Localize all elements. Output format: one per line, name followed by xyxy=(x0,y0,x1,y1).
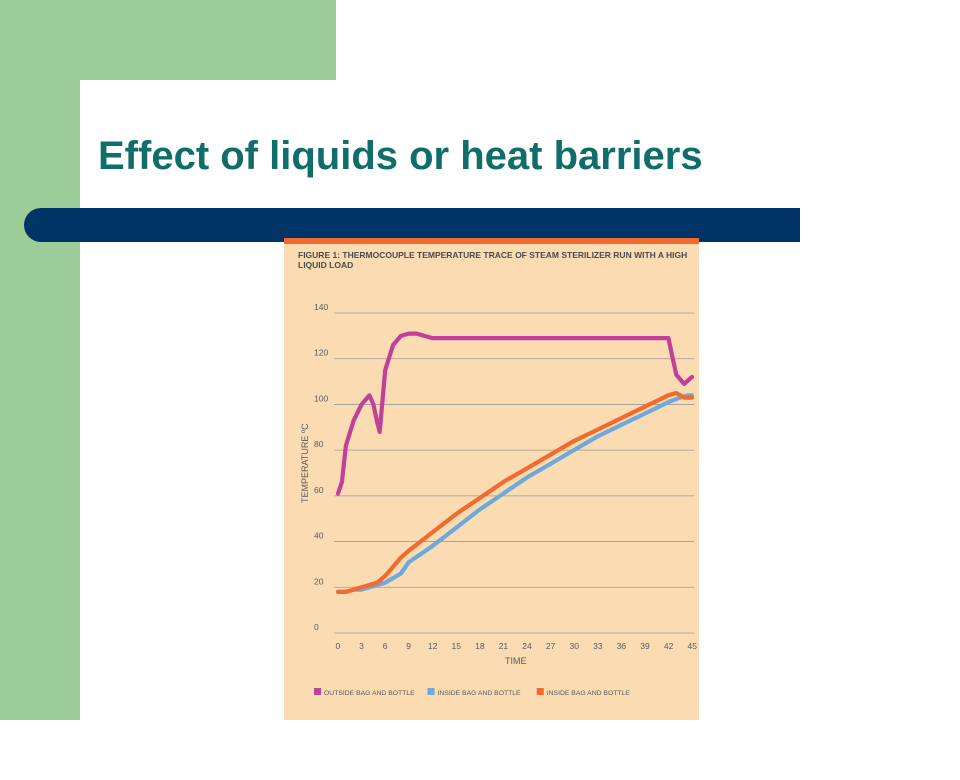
x-axis-label: TIME xyxy=(505,656,527,666)
legend-swatch-2 xyxy=(427,688,435,695)
y-tick-label: 140 xyxy=(314,302,328,312)
x-tick-label: 36 xyxy=(617,641,627,651)
x-tick-label: 21 xyxy=(499,641,509,651)
y-tick-label: 80 xyxy=(314,439,324,449)
y-tick-label: 0 xyxy=(314,622,319,632)
x-tick-label: 27 xyxy=(546,641,556,651)
y-axis-label: TEMPERATURE ºC xyxy=(300,423,310,503)
x-tick-label: 42 xyxy=(664,641,674,651)
legend-swatch-3 xyxy=(536,688,544,695)
legend-label-1: OUTSIDE BAG AND BOTTLE xyxy=(324,690,415,697)
slide-title: Effect of liquids or heat barriers xyxy=(98,134,703,178)
y-tick-label: 120 xyxy=(314,348,328,358)
x-tick-label: 0 xyxy=(336,641,341,651)
y-tick-label: 60 xyxy=(314,485,324,495)
x-tick-label: 6 xyxy=(383,641,388,651)
chart-figure: FIGURE 1: THERMOCOUPLE TEMPERATURE TRACE… xyxy=(284,238,699,720)
x-tick-label: 12 xyxy=(428,641,438,651)
series-line-3 xyxy=(335,390,695,594)
series-line-1 xyxy=(335,331,695,496)
top-green-block xyxy=(80,0,336,80)
legend-swatch-1 xyxy=(314,688,321,695)
legend-label-2: INSIDE BAG AND BOTTLE xyxy=(438,690,522,697)
x-tick-label: 9 xyxy=(406,641,411,651)
x-tick-label: 33 xyxy=(593,641,603,651)
series-line-2 xyxy=(335,393,695,594)
x-tick-label: 39 xyxy=(640,641,650,651)
x-tick-label: 15 xyxy=(452,641,462,651)
chart-title: FIGURE 1: THERMOCOUPLE TEMPERATURE TRACE… xyxy=(298,250,688,270)
x-tick-label: 30 xyxy=(570,641,580,651)
x-tick-label: 3 xyxy=(359,641,364,651)
y-tick-label: 100 xyxy=(314,393,328,403)
figure-top-rule xyxy=(284,238,699,244)
legend-label-3: INSIDE BAG AND BOTTLE xyxy=(547,690,631,697)
x-tick-label: 18 xyxy=(475,641,485,651)
y-tick-label: 20 xyxy=(314,576,324,586)
left-green-strip xyxy=(0,0,80,720)
x-tick-label: 45 xyxy=(688,641,698,651)
x-tick-label: 24 xyxy=(522,641,532,651)
y-tick-label: 40 xyxy=(314,531,324,541)
title-underline-bar xyxy=(24,208,800,242)
